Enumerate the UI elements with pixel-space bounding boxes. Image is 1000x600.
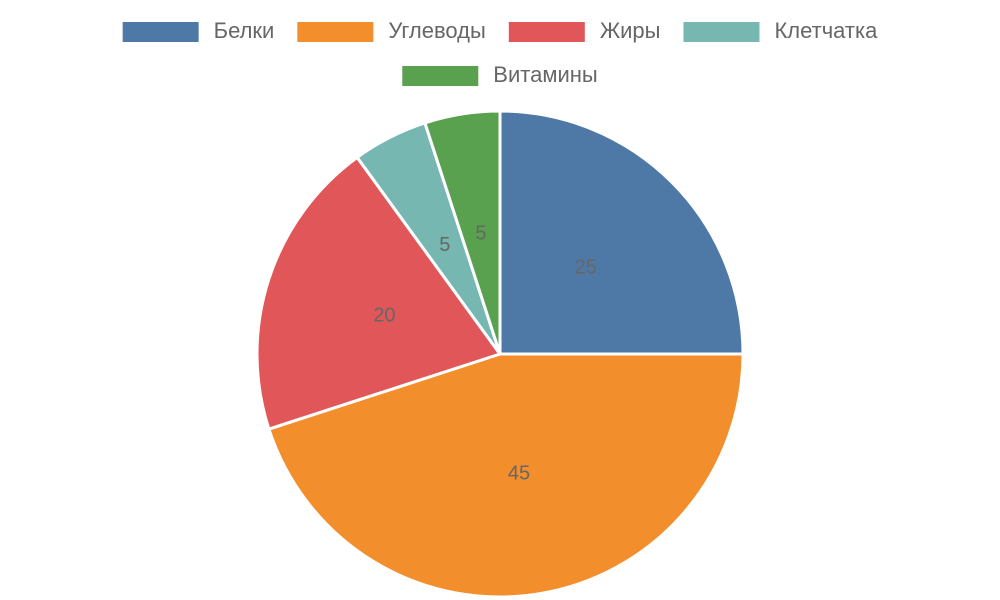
legend-label: Витамины (493, 62, 597, 87)
legend: Белки Углеводы Жиры Клетчатка Витамины (122, 18, 878, 87)
pie-slice (423, 109, 502, 355)
legend-swatch (297, 22, 374, 42)
legend-item: Клетчатка (683, 18, 878, 43)
legend-label: Углеводы (388, 18, 485, 43)
legend-swatch (683, 22, 760, 42)
value-label: 25 (575, 256, 597, 278)
legend-item: Белки (122, 18, 275, 43)
legend-swatch (122, 22, 199, 42)
legend-item: Углеводы (297, 18, 486, 43)
pie-slice (267, 352, 745, 599)
legend-swatch (402, 66, 479, 86)
legend-label: Белки (214, 18, 275, 43)
legend-swatch (508, 22, 585, 42)
value-label: 5 (439, 234, 450, 256)
legend-item: Жиры (508, 18, 661, 43)
value-label: 45 (508, 462, 530, 484)
pie (255, 109, 745, 599)
legend-label: Жиры (600, 18, 661, 43)
value-labels: 25 45 20 5 5 (373, 222, 597, 484)
legend-item: Витамины (402, 62, 598, 87)
pie-slice (255, 155, 503, 431)
pie-slice (498, 109, 745, 356)
legend-label: Клетчатка (774, 18, 878, 43)
value-label: 5 (475, 222, 486, 244)
value-label: 20 (373, 305, 395, 327)
